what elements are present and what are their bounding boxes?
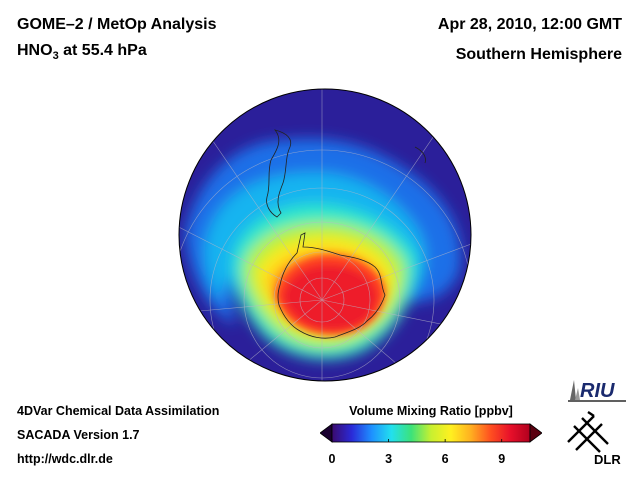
dlr-logo-mark (567, 411, 609, 453)
colorbar-ramp (331, 423, 531, 443)
graticule (179, 89, 471, 381)
riu-logo: RIU (568, 380, 626, 402)
polar-map-globe (178, 88, 472, 382)
colorbar-tick-label: 3 (385, 452, 393, 466)
footer-line-assimilation: 4DVar Chemical Data Assimilation (17, 404, 220, 418)
riu-logo-text: RIU (580, 380, 615, 402)
colorbar-over-arrow (529, 423, 542, 443)
pressure-level: at 55.4 hPa (58, 42, 147, 59)
colorbar (320, 423, 542, 443)
antarctica-coastline (277, 232, 386, 339)
antarctic-maximum (283, 264, 377, 330)
colorbar-title: Volume Mixing Ratio [ppbv] (349, 404, 513, 418)
colorbar-tick-marks (331, 439, 503, 442)
footer-line-version: SACADA Version 1.7 (17, 428, 140, 442)
species-level-label: HNO3 at 55.4 hPa (17, 42, 147, 62)
south-america-coastline (266, 129, 292, 218)
date-label: Apr 28, 2010, 12:00 GMT (437, 16, 622, 33)
species-name: HNO (17, 42, 53, 59)
species-subscript: 3 (52, 50, 59, 63)
dlr-logo: DLR (567, 411, 621, 466)
riu-logo-mark (570, 380, 576, 400)
map-title: GOME–2 / MetOp Analysis (17, 16, 217, 33)
region-label: Southern Hemisphere (455, 46, 622, 63)
dlr-logo-text: DLR (594, 452, 621, 466)
footer-link-url[interactable]: http://wdc.dlr.de (17, 452, 113, 466)
colorbar-tick-label: 9 (498, 452, 506, 466)
south-africa-coastline (414, 146, 426, 164)
colorbar-tick-label: 0 (328, 452, 336, 466)
colorbar-under-arrow (320, 423, 333, 443)
colorbar-tick-label: 6 (441, 452, 449, 466)
coastlines (266, 129, 426, 339)
